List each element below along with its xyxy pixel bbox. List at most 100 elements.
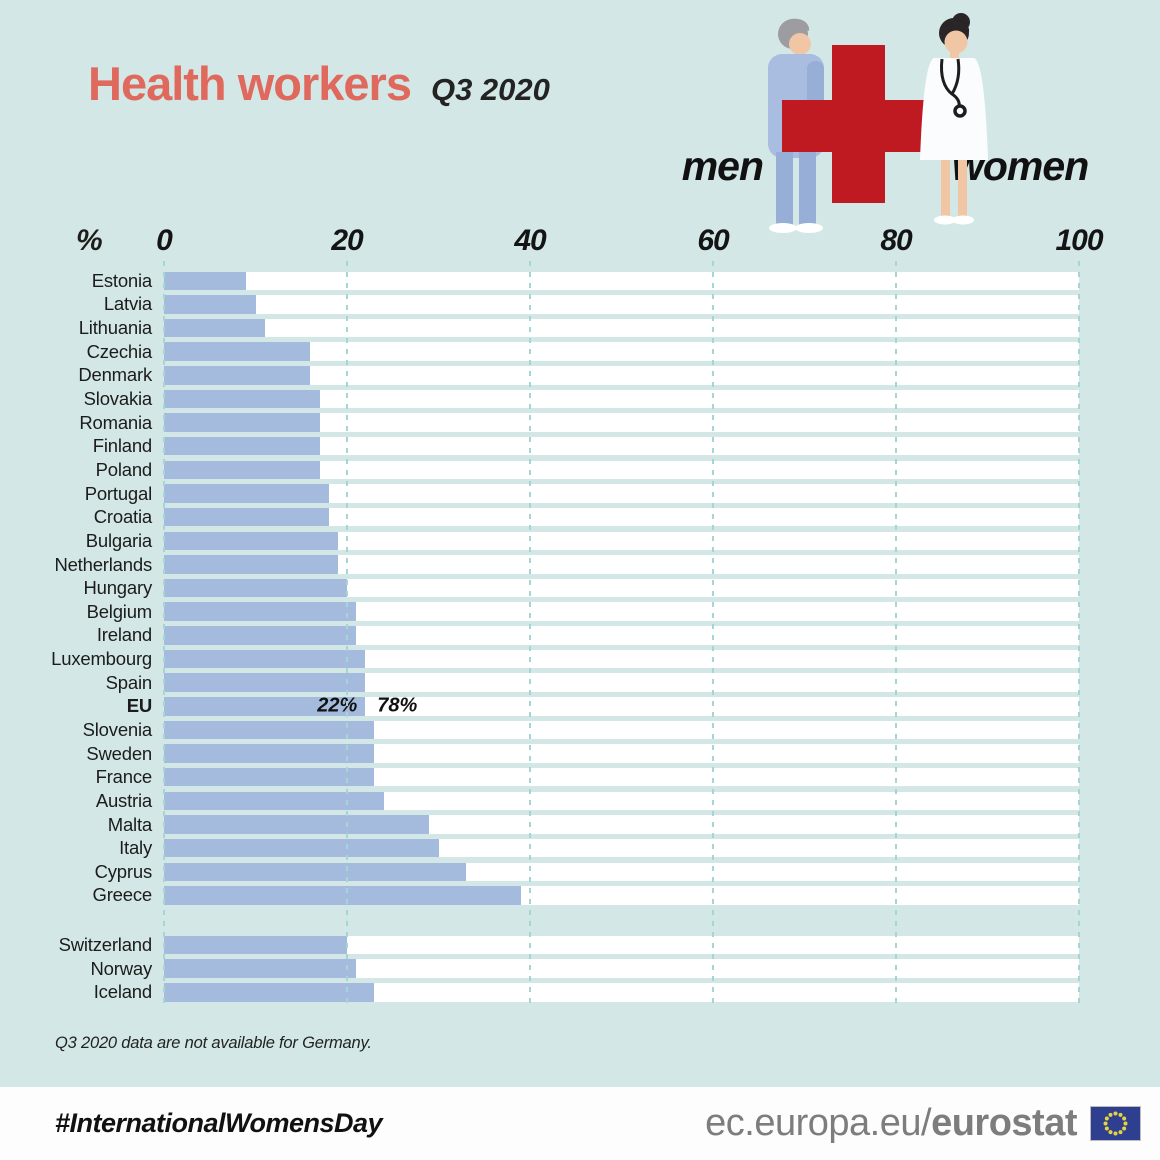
women-bar xyxy=(164,862,1079,882)
men-bar xyxy=(164,767,375,787)
row-label: Finland xyxy=(92,435,152,457)
women-bar xyxy=(164,602,1079,621)
chart-row: Poland xyxy=(0,458,1160,482)
men-bar xyxy=(164,720,375,740)
chart-row: Latvia xyxy=(0,293,1160,317)
eu-flag-star xyxy=(1108,1112,1113,1117)
women-bar xyxy=(164,389,1079,409)
row-label: Portugal xyxy=(84,482,153,504)
chart-row: Croatia xyxy=(0,505,1160,529)
row-label: EU xyxy=(126,695,153,717)
women-bar xyxy=(164,507,1079,527)
men-bar xyxy=(164,436,320,456)
chart-row: Norway xyxy=(0,957,1160,981)
axis-tick-label: 0 xyxy=(156,224,173,257)
row-label: Italy xyxy=(119,837,152,859)
row-label: Denmark xyxy=(78,364,152,386)
row-label: Ireland xyxy=(96,624,152,646)
row-label: Malta xyxy=(107,813,152,835)
footer-url-bold: eurostat xyxy=(931,1102,1077,1144)
chart-row: Greece xyxy=(0,884,1160,908)
men-bar xyxy=(164,460,320,480)
row-label: Slovakia xyxy=(83,388,153,410)
women-bar xyxy=(164,767,1079,787)
row-label: Croatia xyxy=(93,506,152,528)
eu-flag-star xyxy=(1104,1116,1109,1121)
chart-row: Slovenia xyxy=(0,718,1160,742)
eu-flag-star xyxy=(1122,1126,1127,1131)
men-bar xyxy=(164,295,256,314)
row-label: Latvia xyxy=(103,293,152,315)
eu-flag-star xyxy=(1122,1116,1127,1121)
chart-row: Netherlands xyxy=(0,553,1160,577)
women-bar xyxy=(164,318,1079,338)
footer-url[interactable]: ec.europa.eu/eurostat xyxy=(705,1102,1077,1145)
men-bar xyxy=(164,959,357,978)
chart-row: Romania xyxy=(0,411,1160,435)
row-label: Austria xyxy=(95,789,152,811)
chart-row: EU 22% 78% xyxy=(0,695,1160,719)
women-bar xyxy=(164,555,1079,574)
legend-men-label: men xyxy=(681,143,764,189)
eu-flag-star xyxy=(1118,1112,1123,1117)
subtitle: Q3 2020 xyxy=(430,72,550,107)
chart-row: Portugal xyxy=(0,482,1160,506)
women-bar xyxy=(164,366,1079,385)
men-bar xyxy=(164,935,347,955)
chart-row: Ireland xyxy=(0,624,1160,648)
women-bar: 22% 78% xyxy=(164,694,1079,717)
women-value-label: 78% xyxy=(377,694,418,717)
chart-row: Lithuania xyxy=(0,316,1160,340)
chart-rows: Estonia Latvia Lithuania Czechia Denmark Slov… xyxy=(0,269,1160,1004)
chart-row: Iceland xyxy=(0,981,1160,1005)
men-bar xyxy=(164,389,320,409)
chart-row: Hungary xyxy=(0,576,1160,600)
women-bar xyxy=(164,271,1079,290)
footnote: Q3 2020 data are not available for Germa… xyxy=(55,1034,372,1052)
men-bar xyxy=(164,815,430,834)
row-label: Czechia xyxy=(86,340,153,362)
chart-row: Austria xyxy=(0,789,1160,813)
men-bar xyxy=(164,555,338,574)
row-label: Bulgaria xyxy=(85,529,152,551)
title-block: Health workers Q3 2020 xyxy=(88,56,550,111)
women-bar xyxy=(164,578,1079,598)
men-bar xyxy=(164,886,521,905)
chart-row: France xyxy=(0,765,1160,789)
women-bar xyxy=(164,838,1079,858)
eu-flag-star xyxy=(1108,1130,1113,1135)
men-bar xyxy=(164,602,357,621)
men-bar xyxy=(164,366,311,385)
row-label: Slovenia xyxy=(82,718,153,740)
men-bar xyxy=(164,531,338,551)
row-label: Greece xyxy=(92,884,153,906)
men-bar xyxy=(164,862,466,882)
chart-row: Belgium xyxy=(0,600,1160,624)
women-bar xyxy=(164,935,1079,955)
chart-row: Czechia xyxy=(0,340,1160,364)
page-title: Health workers xyxy=(88,57,412,110)
men-bar xyxy=(164,983,375,1002)
chart-row: Spain xyxy=(0,671,1160,695)
women-bar xyxy=(164,791,1079,811)
row-label: Romania xyxy=(79,411,152,433)
men-bar xyxy=(164,838,439,858)
row-label: Spain xyxy=(105,671,153,693)
woman-doctor-icon xyxy=(920,13,988,225)
chart-row: Cyprus xyxy=(0,860,1160,884)
women-bar xyxy=(164,484,1079,503)
women-bar xyxy=(164,815,1079,834)
men-bar xyxy=(164,744,375,763)
men-bar xyxy=(164,791,384,811)
men-bar xyxy=(164,649,366,669)
women-bar xyxy=(164,626,1079,645)
row-label: Belgium xyxy=(86,600,153,622)
row-label: France xyxy=(95,766,153,788)
axis-unit-label: % xyxy=(76,224,103,257)
men-bar xyxy=(164,673,366,692)
men-bar xyxy=(164,484,329,503)
row-label: Sweden xyxy=(86,742,152,764)
men-bar xyxy=(164,697,366,716)
eu-flag-star xyxy=(1118,1130,1123,1135)
axis-tick-label: 80 xyxy=(880,224,912,257)
